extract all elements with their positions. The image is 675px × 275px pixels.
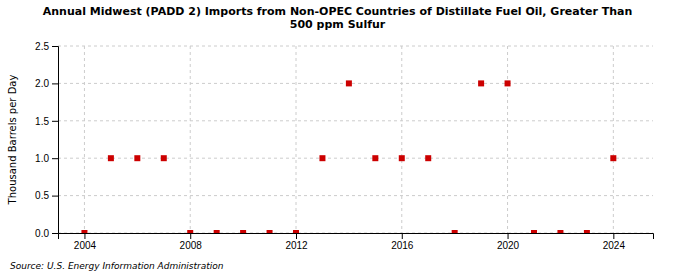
y-tick-label: 2.0 [35,78,49,89]
y-tick-label: 1.0 [35,153,49,164]
y-tick-label: 0.5 [35,190,49,201]
grid-line-x [190,46,191,233]
grid-line-y [58,46,653,47]
x-tick-label: 2012 [285,240,308,251]
y-tick: 2.0 [35,78,58,89]
y-tick: 0.5 [35,190,58,201]
title-line: 500 ppm Sulfur [290,18,386,31]
grid-line-x [401,46,402,233]
point [399,155,405,161]
chart: Annual Midwest (PADD 2) Imports from Non… [0,0,675,275]
point [187,230,193,233]
point [134,155,140,161]
x-tick-label: 2020 [497,240,520,251]
point [108,155,114,161]
x-tick: 2024 [603,233,626,251]
point [584,230,590,233]
point [505,80,511,86]
title: Annual Midwest (PADD 2) Imports from Non… [43,5,633,31]
point [267,230,273,233]
y-axis: 0.0 0.5 1.0 1.5 2.0 2.5 [35,41,58,239]
y-tick-mark [52,196,58,197]
x-tick: 2012 [285,233,308,251]
y-tick-mark [52,83,58,84]
y-tick: 1.0 [35,153,58,164]
y-axis-title: Thousand Barrels per Day [7,75,18,206]
point [452,230,458,233]
point [293,230,299,233]
point [478,80,484,86]
point [214,230,220,233]
grid-line-y [58,158,653,159]
x-tick-label: 2008 [180,240,203,251]
points [81,80,616,233]
point [346,80,352,86]
grid [58,46,653,233]
x-tick-mark [296,233,297,239]
y-axis-line [52,47,59,234]
title-line: Annual Midwest (PADD 2) Imports from Non… [43,5,633,18]
grid-line-x [84,46,85,233]
x-tick-mark [402,233,403,239]
grid-line-x [613,46,614,233]
x-tick-label: 2004 [74,240,97,251]
grid-line-x [296,46,297,233]
point [81,230,87,233]
point [557,230,563,233]
grid-line-y [58,83,653,84]
x-tick-label: 2024 [603,240,626,251]
y-tick-mark [52,158,58,159]
point [161,155,167,161]
x-axis: 2004 2008 2012 2016 2020 2024 [59,233,654,251]
point [372,155,378,161]
x-tick: 2004 [74,233,97,251]
point [319,155,325,161]
y-tick-mark [52,46,58,47]
grid-line-y [58,120,653,121]
x-tick-mark [84,233,85,239]
point [240,230,246,233]
y-tick-label: 1.5 [35,116,49,127]
y-tick: 1.5 [35,116,58,127]
grid-line-y [58,195,653,196]
x-tick: 2016 [391,233,414,251]
plot: 2004 2008 2012 2016 2020 2024 0.0 0.5 1.0 1.5 2.0 2… [35,41,653,251]
x-tick-mark [190,233,191,239]
x-tick: 2020 [497,233,520,251]
point [425,155,431,161]
grid-line-x [507,46,508,233]
source: Source: U.S. Energy Information Administ… [10,261,224,271]
x-tick-mark [613,233,614,239]
y-tick: 2.5 [35,41,58,52]
y-tick: 0.0 [35,228,58,239]
y-tick-label: 0.0 [35,228,49,239]
x-tick-mark [508,233,509,239]
y-tick-mark [52,121,58,122]
y-tick-mark [52,233,58,234]
point [531,230,537,233]
point [610,155,616,161]
y-tick-label: 2.5 [35,41,49,52]
x-axis-line [59,234,654,240]
x-tick-label: 2016 [391,240,414,251]
x-tick: 2008 [180,233,203,251]
